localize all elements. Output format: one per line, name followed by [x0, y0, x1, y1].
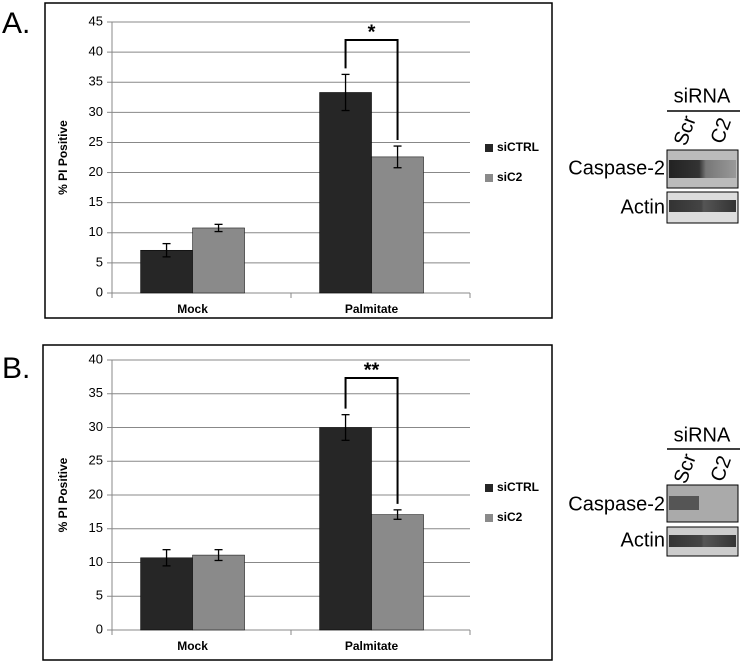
significance-bracket: [344, 39, 399, 141]
y-tick-label: 0: [96, 284, 103, 299]
lane-label: Scr: [670, 451, 701, 487]
y-tick-label: 20: [89, 164, 103, 179]
y-tick-label: 10: [89, 554, 103, 569]
y-tick-label: 5: [96, 588, 103, 603]
significance-label: **: [364, 359, 380, 381]
legend-label: siCTRL: [497, 140, 539, 154]
significance-bracket: [344, 377, 399, 504]
panel-label: B.: [2, 352, 30, 385]
significance-label: *: [368, 21, 376, 43]
blot-row-label: Caspase-2: [568, 157, 665, 179]
blot-band: [669, 496, 699, 510]
legend-swatch: [485, 174, 493, 182]
bar: [319, 92, 372, 294]
y-tick-label: 25: [89, 134, 103, 149]
y-tick-label: 0: [96, 621, 103, 636]
y-tick-label: 5: [96, 254, 103, 269]
blot-row-label: Caspase-2: [568, 493, 665, 515]
y-tick-label: 35: [89, 385, 103, 400]
panel-label: A.: [2, 7, 30, 40]
lane-label: Scr: [670, 113, 701, 149]
legend-swatch: [485, 514, 493, 522]
y-tick-label: 30: [89, 419, 103, 434]
bar: [192, 554, 245, 631]
y-tick-label: 15: [89, 194, 103, 209]
y-tick-label: 15: [89, 520, 103, 535]
lane-label: C2: [707, 453, 736, 485]
chart-frame: [44, 2, 553, 319]
bar: [192, 227, 245, 294]
y-tick-label: 30: [89, 104, 103, 119]
bar: [319, 427, 372, 631]
x-tick-label: Mock: [177, 639, 208, 653]
y-axis-label: % PI Positive: [56, 120, 70, 195]
blot-band: [669, 200, 736, 212]
x-tick-label: Palmitate: [345, 639, 399, 653]
bar: [371, 156, 424, 294]
legend-label: siC2: [497, 170, 523, 184]
y-tick-label: 40: [89, 44, 103, 59]
lane-label: C2: [707, 115, 736, 147]
y-tick-label: 10: [89, 224, 103, 239]
bar: [371, 514, 424, 631]
blot-header: siRNA: [674, 85, 731, 107]
x-tick-label: Mock: [177, 302, 208, 316]
y-tick-label: 20: [89, 486, 103, 501]
bar: [140, 557, 193, 631]
x-tick-label: Palmitate: [345, 302, 399, 316]
y-tick-label: 25: [89, 453, 103, 468]
blot-a: siRNA Scr C2 Caspase-2 Actin: [568, 85, 740, 224]
y-tick-label: 45: [89, 13, 103, 28]
blot-band: [669, 160, 736, 178]
legend-label: siC2: [497, 510, 523, 524]
y-tick-label: 35: [89, 74, 103, 89]
chart-frame: [42, 344, 553, 661]
legend-label: siCTRL: [497, 480, 539, 494]
y-tick-label: 40: [89, 351, 103, 366]
blot-header: siRNA: [674, 424, 731, 446]
legend-swatch: [485, 484, 493, 492]
legend-swatch: [485, 144, 493, 152]
blot-row-label: Actin: [621, 196, 665, 218]
blot-b: siRNA Scr C2 Caspase-2 Actin: [568, 424, 740, 557]
blot-band: [669, 535, 736, 547]
blot-row-label: Actin: [621, 529, 665, 551]
y-axis-label: % PI Positive: [56, 457, 70, 532]
